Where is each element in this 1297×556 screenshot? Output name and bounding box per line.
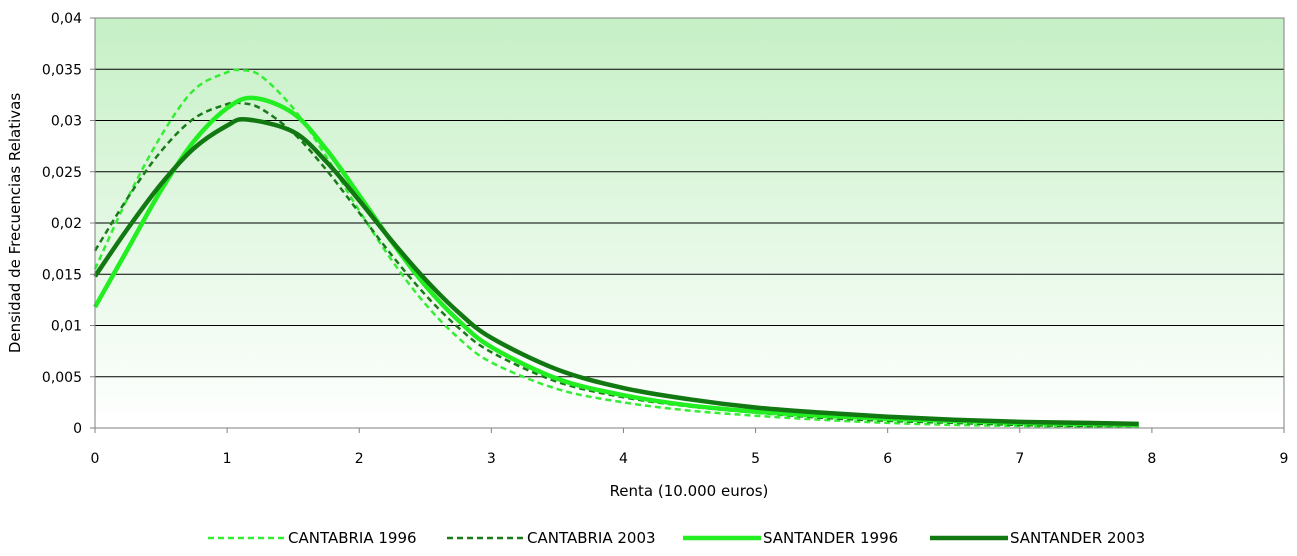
y-tick-label: 0,035 bbox=[42, 62, 82, 78]
x-tick-label: 8 bbox=[1147, 451, 1156, 467]
legend-label-4: SANTANDER 2003 bbox=[1010, 529, 1145, 547]
gridlines bbox=[95, 68, 1284, 378]
y-tick-label: 0,025 bbox=[42, 165, 82, 181]
x-axis-title: Renta (10.000 euros) bbox=[610, 482, 769, 500]
series-line-4 bbox=[93, 116, 1139, 427]
legend: CANTABRIA 1996 CANTABRIA 2003 SANTANDER 19… bbox=[208, 529, 1145, 547]
legend-label-2: CANTABRIA 2003 bbox=[527, 529, 656, 547]
series-line-2 bbox=[93, 101, 1139, 428]
y-tick-label: 0,005 bbox=[42, 370, 82, 386]
x-tick-label: 1 bbox=[223, 451, 232, 467]
x-tick-label: 3 bbox=[487, 451, 496, 467]
series-line-1 bbox=[93, 68, 1139, 429]
x-tick-label: 7 bbox=[1015, 451, 1024, 467]
y-axis-title: Densidad de Frecuencias Relativas bbox=[6, 93, 24, 354]
y-tick-label: 0,04 bbox=[51, 11, 82, 27]
y-tick-label: 0,03 bbox=[51, 114, 82, 130]
x-tick-label: 4 bbox=[619, 451, 628, 467]
x-axis: 0 1 2 3 4 5 6 7 8 9 bbox=[91, 428, 1289, 467]
y-tick-label: 0,01 bbox=[51, 319, 82, 335]
x-tick-label: 6 bbox=[883, 451, 892, 467]
y-tick-label: 0 bbox=[73, 421, 82, 437]
y-tick-label: 0,02 bbox=[51, 216, 82, 232]
x-tick-label: 5 bbox=[751, 451, 760, 467]
y-tick-label: 0,015 bbox=[42, 267, 82, 283]
series-lines bbox=[93, 68, 1139, 429]
x-tick-label: 0 bbox=[91, 451, 100, 467]
legend-label-1: CANTABRIA 1996 bbox=[288, 529, 417, 547]
legend-label-3: SANTANDER 1996 bbox=[763, 529, 898, 547]
x-tick-label: 9 bbox=[1280, 451, 1289, 467]
x-tick-label: 2 bbox=[355, 451, 364, 467]
y-axis: 0 0,005 0,01 0,015 0,02 0,025 0,03 0,035 0,04 bbox=[42, 11, 96, 437]
